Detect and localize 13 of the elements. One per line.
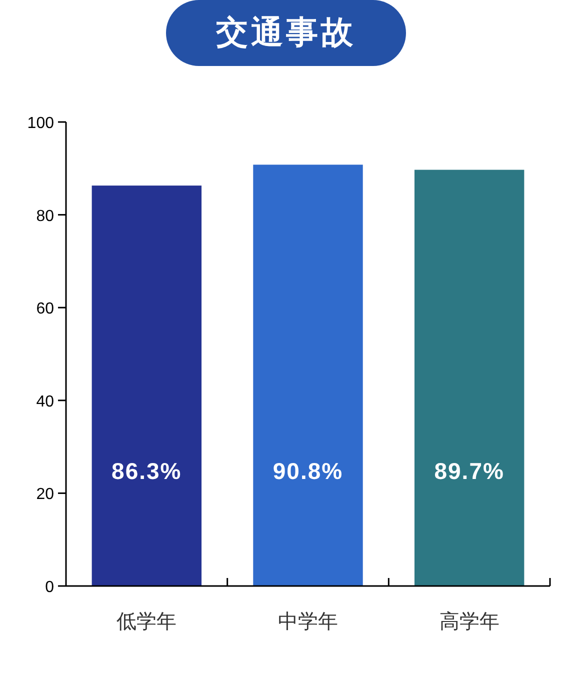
y-tick-label: 20 (36, 486, 54, 504)
y-tick-label: 80 (36, 208, 54, 225)
data-label: 86.3% (112, 458, 182, 484)
y-tick-label: 40 (36, 393, 54, 410)
x-tick-label: 中学年 (278, 611, 338, 633)
x-tick-label: 高学年 (439, 610, 500, 633)
y-tick-label: 0 (45, 579, 54, 596)
y-tick-label: 100 (27, 115, 54, 132)
chart-title: 交通事故 (166, 0, 406, 66)
y-tick-label: 60 (36, 300, 54, 318)
data-label: 90.8% (272, 458, 344, 484)
data-label: 89.7% (434, 458, 504, 484)
x-tick-label: 低学年 (116, 611, 177, 633)
